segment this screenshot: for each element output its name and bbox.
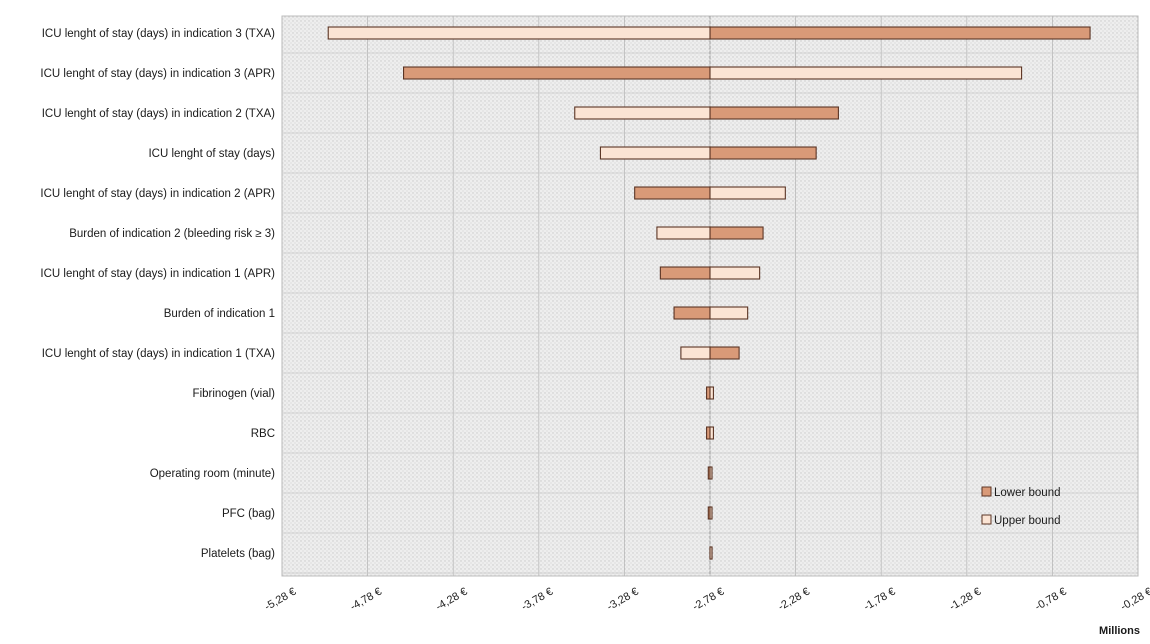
category-labels: ICU lenght of stay (days) in indication … (40, 28, 275, 560)
upper-bound-bar (574, 106, 711, 120)
lower-bound-bar (709, 226, 764, 240)
category-label: RBC (251, 428, 275, 440)
upper-bound-bar (709, 506, 713, 520)
category-label: Burden of indication 1 (164, 308, 275, 320)
upper-bound-bar (656, 226, 711, 240)
upper-bound-bar (709, 466, 713, 480)
x-tick-label: -1,28 € (947, 586, 983, 614)
legend-label-upper-bound: Upper bound (994, 515, 1061, 527)
x-tick-label: -2,78 € (691, 586, 727, 614)
lower-bound-bar (709, 106, 839, 120)
category-label: PFC (bag) (222, 508, 275, 520)
upper-bound-bar (599, 146, 711, 160)
gridlines (281, 16, 1139, 576)
category-label: Fibrinogen (vial) (193, 388, 276, 400)
x-tick-label: -3,28 € (605, 586, 641, 614)
lower-bound-bar (634, 186, 711, 200)
category-label: ICU lenght of stay (days) in indication … (40, 188, 275, 200)
upper-bound-bar (327, 26, 711, 40)
category-label: ICU lenght of stay (days) in indication … (42, 28, 275, 40)
lower-bound-bar (403, 66, 711, 80)
legend-swatch-lower-bound (981, 486, 992, 497)
upper-bound-bar (709, 386, 714, 400)
x-tick-label: -5,28 € (263, 586, 299, 614)
x-tick-label: -1,78 € (862, 586, 898, 614)
category-label: Burden of indication 2 (bleeding risk ≥ … (69, 228, 275, 240)
legend: Lower bound Upper bound (981, 486, 1061, 527)
lower-bound-bar (709, 146, 817, 160)
x-tick-label: -0,28 € (1119, 586, 1150, 614)
x-tick-label: -3,78 € (519, 586, 555, 614)
x-tick-label: -4,28 € (434, 586, 470, 614)
category-label: ICU lenght of stay (days) in indication … (42, 348, 275, 360)
category-label: ICU lenght of stay (days) in indication … (42, 108, 275, 120)
x-tick-label: -4,78 € (348, 586, 384, 614)
x-axis-unit-label: Millions (1099, 625, 1140, 637)
upper-bound-bar (709, 186, 786, 200)
legend-swatch-upper-bound (981, 514, 992, 525)
lower-bound-bar (709, 26, 1091, 40)
x-axis-tick-labels: -5,28 € -4,78 € -4,28 € -3,78 € -3,28 € -2,78… (263, 586, 1150, 614)
legend-label-lower-bound: Lower bound (994, 487, 1061, 499)
category-label: ICU lenght of stay (days) in indication … (40, 268, 275, 280)
lower-bound-bar (709, 346, 740, 360)
x-tick-label: -0,78 € (1033, 586, 1069, 614)
category-label: Platelets (bag) (201, 548, 275, 560)
category-label: ICU lenght of stay (days) in indication … (40, 68, 275, 80)
upper-bound-bar (709, 306, 749, 320)
category-label: ICU lenght of stay (days) (148, 148, 275, 160)
upper-bound-bar (680, 346, 711, 360)
lower-bound-bar (673, 306, 711, 320)
x-tick-label: -2,28 € (776, 586, 812, 614)
upper-bound-bar (709, 426, 714, 440)
category-label: Operating room (minute) (150, 468, 275, 480)
upper-bound-bar (709, 546, 713, 560)
upper-bound-bar (709, 66, 1023, 80)
bars-group (327, 26, 1091, 560)
lower-bound-bar (659, 266, 711, 280)
upper-bound-bar (709, 266, 761, 280)
